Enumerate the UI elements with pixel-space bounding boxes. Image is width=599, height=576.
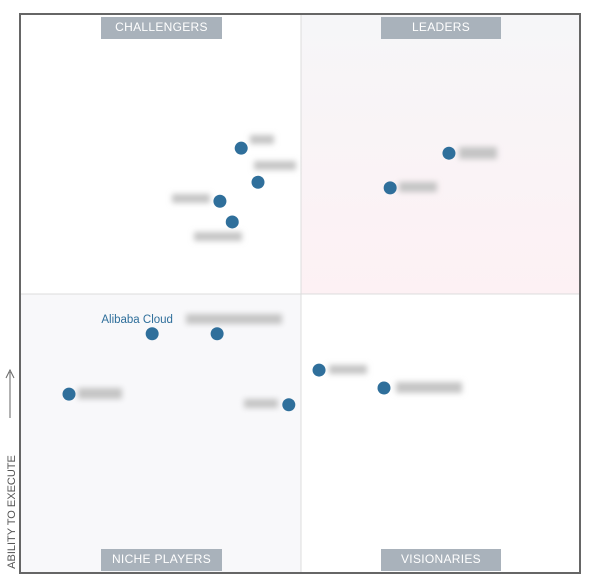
point — [282, 398, 296, 412]
point — [234, 141, 248, 155]
point — [383, 181, 397, 195]
quadrant-label: VISIONARIES — [401, 552, 481, 566]
quadrant-tag — [101, 17, 222, 39]
axis-arrow-head — [5, 368, 15, 379]
quadrant-label: CHALLENGERS — [115, 20, 208, 34]
niche-area — [20, 294, 301, 573]
quadrant-tag — [101, 549, 222, 571]
point-label: Alibaba Cloud — [101, 314, 173, 326]
y-axis-label: ABILITY TO EXECUTE — [6, 455, 18, 569]
quadrant-label: LEADERS — [412, 20, 470, 34]
point — [377, 381, 391, 395]
point — [213, 194, 227, 208]
point — [145, 327, 159, 341]
point — [251, 175, 265, 189]
point — [62, 387, 76, 401]
quadrant-tag — [381, 17, 501, 39]
leaders-area — [301, 14, 580, 294]
point — [225, 215, 239, 229]
point — [442, 146, 456, 160]
quadrant-label: NICHE PLAYERS — [112, 552, 211, 566]
frame — [19, 13, 581, 574]
point — [210, 327, 224, 341]
quadrant-tag — [381, 549, 501, 571]
point — [312, 363, 326, 377]
blurred-labels — [78, 135, 497, 408]
